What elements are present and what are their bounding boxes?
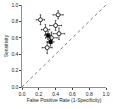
svg-text:0.4: 0.4 <box>52 91 59 97</box>
svg-text:0.0: 0.0 <box>11 84 18 90</box>
svg-text:0.0: 0.0 <box>19 91 26 97</box>
svg-text:0.8: 0.8 <box>11 18 18 24</box>
svg-text:0.2: 0.2 <box>35 91 42 97</box>
svg-text:0.8: 0.8 <box>86 91 93 97</box>
svg-text:1.0: 1.0 <box>11 2 18 8</box>
svg-text:0.4: 0.4 <box>11 51 18 57</box>
svg-text:0.2: 0.2 <box>11 67 18 73</box>
svg-text:1.0: 1.0 <box>103 91 110 97</box>
svg-text:Sensitivity: Sensitivity <box>3 34 9 57</box>
svg-text:False Positive Rate (1-Specifi: False Positive Rate (1-Specificity) <box>27 97 102 103</box>
svg-text:0.6: 0.6 <box>11 35 18 41</box>
svg-text:0.6: 0.6 <box>69 91 76 97</box>
